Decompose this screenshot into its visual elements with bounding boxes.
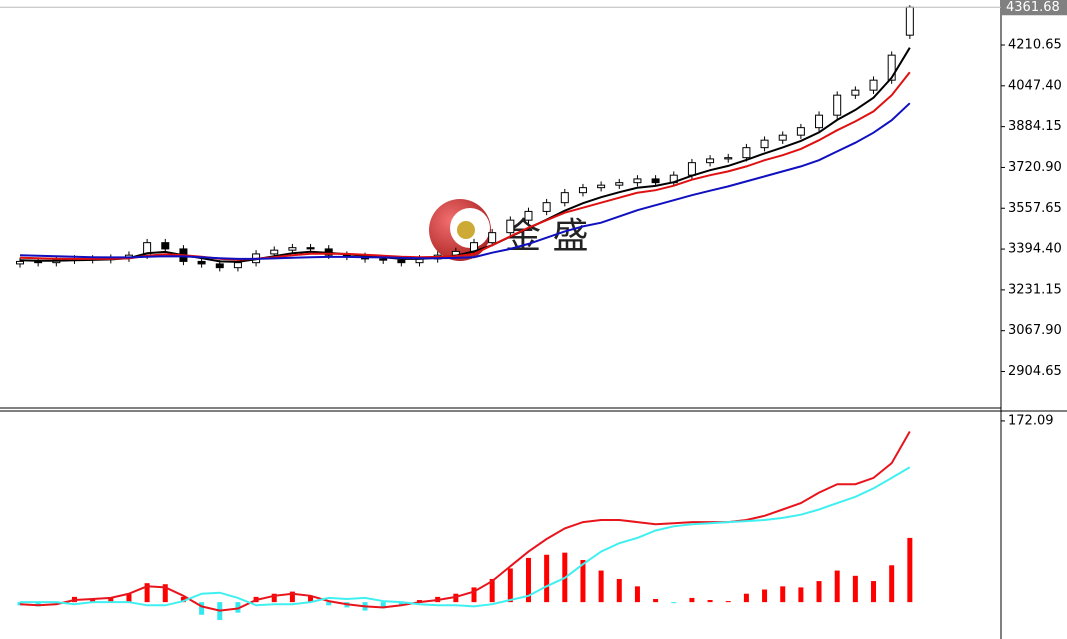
candle-body [869, 79, 878, 91]
histogram-bar [743, 593, 749, 603]
histogram-bar [199, 602, 205, 615]
histogram-bar [889, 565, 895, 603]
candle-body [270, 249, 279, 255]
candle-body [615, 182, 624, 186]
candle-body [833, 94, 842, 116]
histogram-bar [380, 602, 386, 609]
histogram-bar [689, 597, 695, 603]
histogram-bar [634, 586, 640, 603]
histogram-bar [289, 591, 295, 603]
histogram-bar [108, 597, 114, 603]
line-series [19, 102, 911, 260]
histogram-bar [580, 560, 586, 603]
histogram-bar [35, 602, 41, 607]
y-tick-label: 3394.40 [1008, 242, 1062, 257]
histogram-bar [126, 593, 132, 603]
candle-body [887, 54, 896, 81]
histogram-bar [598, 570, 604, 603]
candle-body [288, 247, 297, 251]
histogram-bar [144, 583, 150, 603]
candle-body [597, 184, 606, 189]
candle-body [651, 178, 660, 184]
histogram-bar [834, 570, 840, 603]
candle-body [687, 162, 696, 176]
candle-body [215, 263, 224, 269]
histogram-bar [453, 593, 459, 603]
histogram-bar [162, 584, 168, 603]
histogram-bar [398, 602, 404, 606]
line-series [19, 71, 911, 261]
histogram-bar [816, 581, 822, 603]
candle-body [379, 258, 388, 261]
y-tick-label: 4047.40 [1008, 78, 1062, 93]
candle-body [724, 157, 733, 160]
y-tick-label: 172.09 [1008, 413, 1054, 428]
y-tick-label: 4210.65 [1008, 38, 1062, 53]
line-series [19, 431, 911, 612]
histogram-bar [180, 596, 186, 603]
candle-body [760, 139, 769, 149]
line-series [19, 47, 911, 263]
histogram-bar [417, 600, 423, 603]
candle-body [306, 247, 315, 250]
histogram-bar [871, 581, 877, 603]
candle-body [506, 219, 515, 234]
candle-body [233, 262, 242, 269]
histogram-bar [271, 593, 277, 603]
candle-body [488, 232, 497, 244]
histogram-bar [326, 602, 332, 606]
y-tick-label: 3557.65 [1008, 201, 1062, 216]
histogram-bar [852, 575, 858, 603]
candle-body [851, 89, 860, 96]
candle-body [778, 134, 787, 141]
histogram-bar [653, 598, 659, 603]
histogram-bar [798, 587, 804, 603]
histogram-bar [471, 587, 477, 603]
y-tick-label: 3231.15 [1008, 282, 1062, 297]
histogram-bar [707, 600, 713, 603]
histogram-bar [308, 595, 314, 603]
candle-body [397, 259, 406, 264]
candle-body [161, 242, 170, 250]
y-tick-label: 3067.90 [1008, 323, 1062, 338]
candle-body [197, 260, 206, 265]
histogram-bar [90, 598, 96, 603]
y-tick-label: 3884.15 [1008, 119, 1062, 134]
price-label-box [1002, 0, 1067, 16]
y-tick-label: 2904.65 [1008, 364, 1062, 379]
candle-body [706, 158, 715, 164]
histogram-bar [725, 601, 731, 603]
line-series [20, 466, 911, 608]
histogram-bar [616, 578, 622, 603]
candle-body [16, 260, 24, 265]
histogram-bar [489, 578, 495, 603]
watermark: 金 盛 [505, 216, 588, 257]
histogram-bar [544, 554, 550, 603]
candle-body [796, 127, 805, 136]
histogram-bar [907, 537, 913, 603]
candle-body [905, 6, 914, 36]
candle-body [578, 187, 587, 194]
histogram-bar [762, 589, 768, 603]
histogram-bar [17, 602, 23, 606]
candle-body [815, 114, 824, 129]
y-tick-label: 3720.90 [1008, 160, 1062, 175]
candle-body [542, 202, 551, 212]
logo [429, 199, 491, 261]
price-label: 4361.68 [1006, 0, 1060, 15]
histogram-bar [507, 568, 513, 603]
histogram-bar [780, 586, 786, 603]
candle-body [524, 210, 533, 221]
candle-body [742, 147, 751, 159]
histogram-bar [671, 602, 677, 604]
candle-body [560, 192, 569, 204]
histogram-bar [525, 557, 531, 603]
candle-body [633, 178, 642, 184]
